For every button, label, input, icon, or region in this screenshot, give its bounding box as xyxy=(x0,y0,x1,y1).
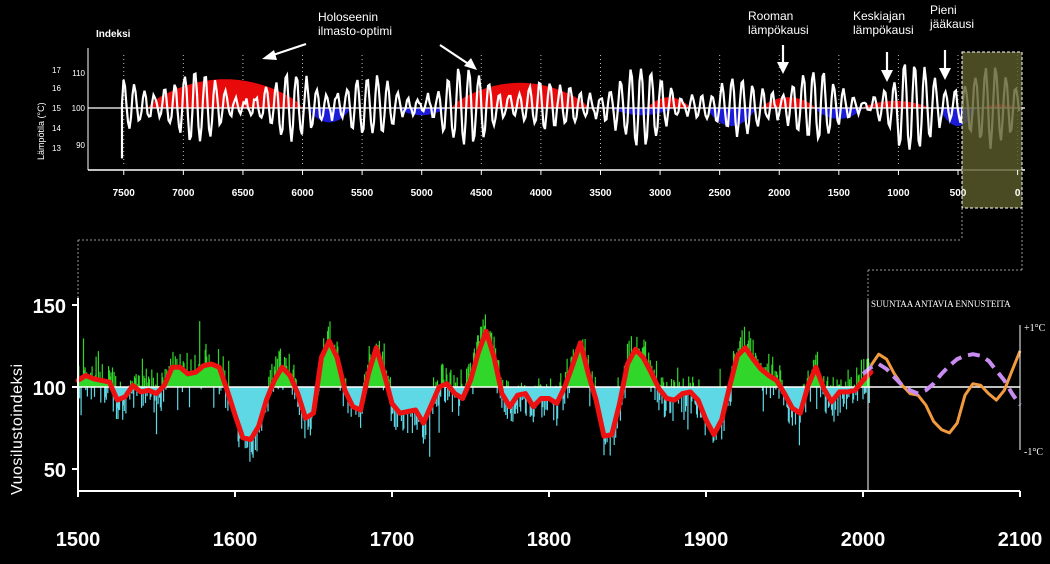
annotation-holocene-optimum: Holoseenin ilmasto-optimi xyxy=(262,10,477,70)
top-index-tick-90: 90 xyxy=(76,141,85,150)
top-x-tick-500: 500 xyxy=(950,188,967,199)
bottom-y-tick-labels: 150 100 50 xyxy=(33,296,78,482)
top-temp-tick-16: 16 xyxy=(52,84,61,93)
right-axis-minus-label: -1°C xyxy=(1024,447,1043,458)
bottom-x-tick-1800: 1800 xyxy=(527,529,572,551)
bottom-chart: 150 100 50 1500 1600 1700 1800 1900 2000 2100 Vu… xyxy=(9,296,1046,551)
top-index-oscillation xyxy=(120,64,1021,159)
top-x-tick-6000: 6000 xyxy=(291,188,314,199)
bottom-x-tick-1700: 1700 xyxy=(370,529,415,551)
bottom-x-tick-labels: 1500 1600 1700 1800 1900 2000 2100 xyxy=(56,491,1043,551)
annotation-holocene-line2: ilmasto-optimi xyxy=(318,24,392,38)
bottom-x-tick-1600: 1600 xyxy=(213,529,258,551)
top-x-tick-2000: 2000 xyxy=(768,188,791,199)
arrow-roman-down-head-icon xyxy=(777,62,789,74)
zoom-connector xyxy=(77,208,1023,300)
bottom-x-tick-2100: 2100 xyxy=(998,529,1043,551)
arrow-lia-down-head-icon xyxy=(939,68,951,80)
arrow-holocene-right-head-icon xyxy=(464,58,477,70)
top-temp-tick-13: 13 xyxy=(52,144,61,153)
annotation-roman-line1: Rooman xyxy=(748,9,793,23)
arrow-holocene-right-icon xyxy=(439,44,471,66)
forecast-purple-dashed-line xyxy=(861,352,1022,407)
top-x-tick-labels: 7500 7000 6500 6000 5500 5000 4500 4000 3500 3000… xyxy=(113,170,1021,199)
bottom-x-tick-2000: 2000 xyxy=(841,529,886,551)
annotation-medieval-line2: lämpökausi xyxy=(853,23,914,37)
annotation-lia-line1: Pieni xyxy=(930,3,957,17)
annotation-roman-line2: lämpökausi xyxy=(748,23,809,37)
top-y-axis-label: Lämpötila (°C) xyxy=(36,102,46,160)
top-index-tick-110: 110 xyxy=(72,69,85,78)
top-index-tick-100: 100 xyxy=(72,104,86,113)
top-highlight-box xyxy=(961,51,1023,209)
top-x-tick-5500: 5500 xyxy=(351,188,374,199)
top-chart: 7500 7000 6500 6000 5500 5000 4500 4000 3500 3000… xyxy=(36,3,1025,209)
annotation-little-ice-age: Pieni jääkausi xyxy=(929,3,974,80)
top-x-tick-3000: 3000 xyxy=(649,188,672,199)
annotation-lia-line2: jääkausi xyxy=(929,17,974,31)
top-x-tick-4500: 4500 xyxy=(470,188,493,199)
top-x-tick-6500: 6500 xyxy=(232,188,255,199)
top-index-title: Indeksi xyxy=(96,29,131,40)
bottom-x-tick-1900: 1900 xyxy=(684,529,729,551)
top-x-tick-4000: 4000 xyxy=(530,188,553,199)
annotation-medieval-warm: Keskiajan lämpökausi xyxy=(853,9,914,82)
smoothed-tree-ring-line xyxy=(75,328,874,442)
arrow-holocene-left-icon xyxy=(269,42,307,58)
bottom-y-tick-50: 50 xyxy=(44,460,66,482)
top-cold-periods xyxy=(308,108,976,126)
top-x-tick-1000: 1000 xyxy=(887,188,910,199)
annotation-roman-warm: Rooman lämpökausi xyxy=(748,9,809,74)
top-x-tick-2500: 2500 xyxy=(709,188,732,199)
top-index-tick-labels: 110 100 90 xyxy=(72,69,86,150)
arrow-holocene-left-head-icon xyxy=(262,50,277,60)
annotation-medieval-line1: Keskiajan xyxy=(853,9,905,23)
bottom-y-tick-100: 100 xyxy=(33,378,66,400)
top-temp-tick-14: 14 xyxy=(52,124,61,133)
top-x-tick-5000: 5000 xyxy=(411,188,434,199)
tree-ring-smoothed-above-fill xyxy=(78,331,870,387)
forecast-label: SUUNTAA ANTAVIA ENNUSTEITA xyxy=(871,299,1011,309)
top-x-tick-1500: 1500 xyxy=(828,188,851,199)
tree-ring-annual-above xyxy=(77,314,870,387)
arrow-medieval-down-head-icon xyxy=(881,70,893,82)
right-axis-plus-label: +1°C xyxy=(1024,323,1046,334)
forecast-orange-line xyxy=(869,350,1022,435)
top-x-tick-7500: 7500 xyxy=(113,188,136,199)
top-temp-tick-labels: 17 16 15 14 13 xyxy=(52,66,61,153)
top-temp-tick-15: 15 xyxy=(52,104,61,113)
bottom-y-axis-label: Vuosilustoindeksi xyxy=(9,363,26,495)
top-x-tick-3500: 3500 xyxy=(589,188,612,199)
top-x-tick-0: 0 xyxy=(1015,188,1021,199)
annotation-holocene-line1: Holoseenin xyxy=(318,10,378,24)
tree-ring-annual-below xyxy=(77,387,870,462)
top-temp-tick-17: 17 xyxy=(52,66,61,75)
bottom-y-tick-150: 150 xyxy=(33,296,66,318)
top-x-tick-7000: 7000 xyxy=(172,188,195,199)
bottom-x-tick-1500: 1500 xyxy=(56,529,101,551)
